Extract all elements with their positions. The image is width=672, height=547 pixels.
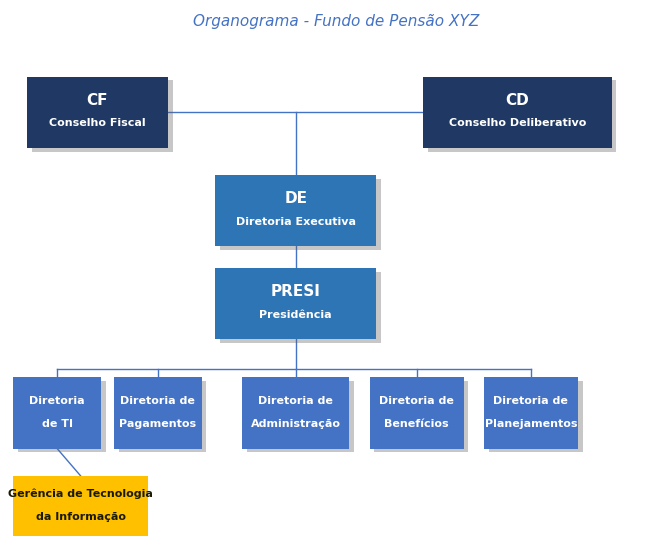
FancyBboxPatch shape xyxy=(18,381,106,452)
Text: Diretoria: Diretoria xyxy=(30,396,85,406)
FancyBboxPatch shape xyxy=(32,80,173,152)
FancyBboxPatch shape xyxy=(489,381,583,452)
Text: Diretoria de: Diretoria de xyxy=(493,396,569,406)
FancyBboxPatch shape xyxy=(13,476,148,536)
Text: Diretoria de: Diretoria de xyxy=(120,396,196,406)
Text: Gerência de Tecnologia: Gerência de Tecnologia xyxy=(8,488,153,499)
Text: Administração: Administração xyxy=(251,419,341,429)
Text: DE: DE xyxy=(284,191,307,206)
FancyBboxPatch shape xyxy=(119,381,206,452)
Text: Diretoria de: Diretoria de xyxy=(258,396,333,406)
Text: Organograma - Fundo de Pensão XYZ: Organograma - Fundo de Pensão XYZ xyxy=(193,14,479,28)
FancyBboxPatch shape xyxy=(220,179,381,250)
Text: Benefícios: Benefícios xyxy=(384,419,449,429)
Text: PRESI: PRESI xyxy=(271,284,321,299)
FancyBboxPatch shape xyxy=(484,377,578,449)
Text: CF: CF xyxy=(87,92,108,108)
FancyBboxPatch shape xyxy=(215,175,376,246)
FancyBboxPatch shape xyxy=(428,80,616,152)
FancyBboxPatch shape xyxy=(220,272,381,343)
Text: Pagamentos: Pagamentos xyxy=(120,419,196,429)
FancyBboxPatch shape xyxy=(247,381,354,452)
Text: Diretoria Executiva: Diretoria Executiva xyxy=(236,217,355,226)
Text: CD: CD xyxy=(505,92,530,108)
FancyBboxPatch shape xyxy=(242,377,349,449)
FancyBboxPatch shape xyxy=(370,377,464,449)
Text: Diretoria de: Diretoria de xyxy=(379,396,454,406)
Text: Presidência: Presidência xyxy=(259,310,332,319)
Text: Planejamentos: Planejamentos xyxy=(485,419,577,429)
Text: Conselho Deliberativo: Conselho Deliberativo xyxy=(449,118,586,128)
Text: de TI: de TI xyxy=(42,419,73,429)
FancyBboxPatch shape xyxy=(374,381,468,452)
FancyBboxPatch shape xyxy=(27,77,168,148)
FancyBboxPatch shape xyxy=(423,77,612,148)
FancyBboxPatch shape xyxy=(13,377,101,449)
FancyBboxPatch shape xyxy=(215,268,376,339)
FancyBboxPatch shape xyxy=(114,377,202,449)
Text: da Informação: da Informação xyxy=(36,512,126,522)
Text: Conselho Fiscal: Conselho Fiscal xyxy=(49,118,146,128)
